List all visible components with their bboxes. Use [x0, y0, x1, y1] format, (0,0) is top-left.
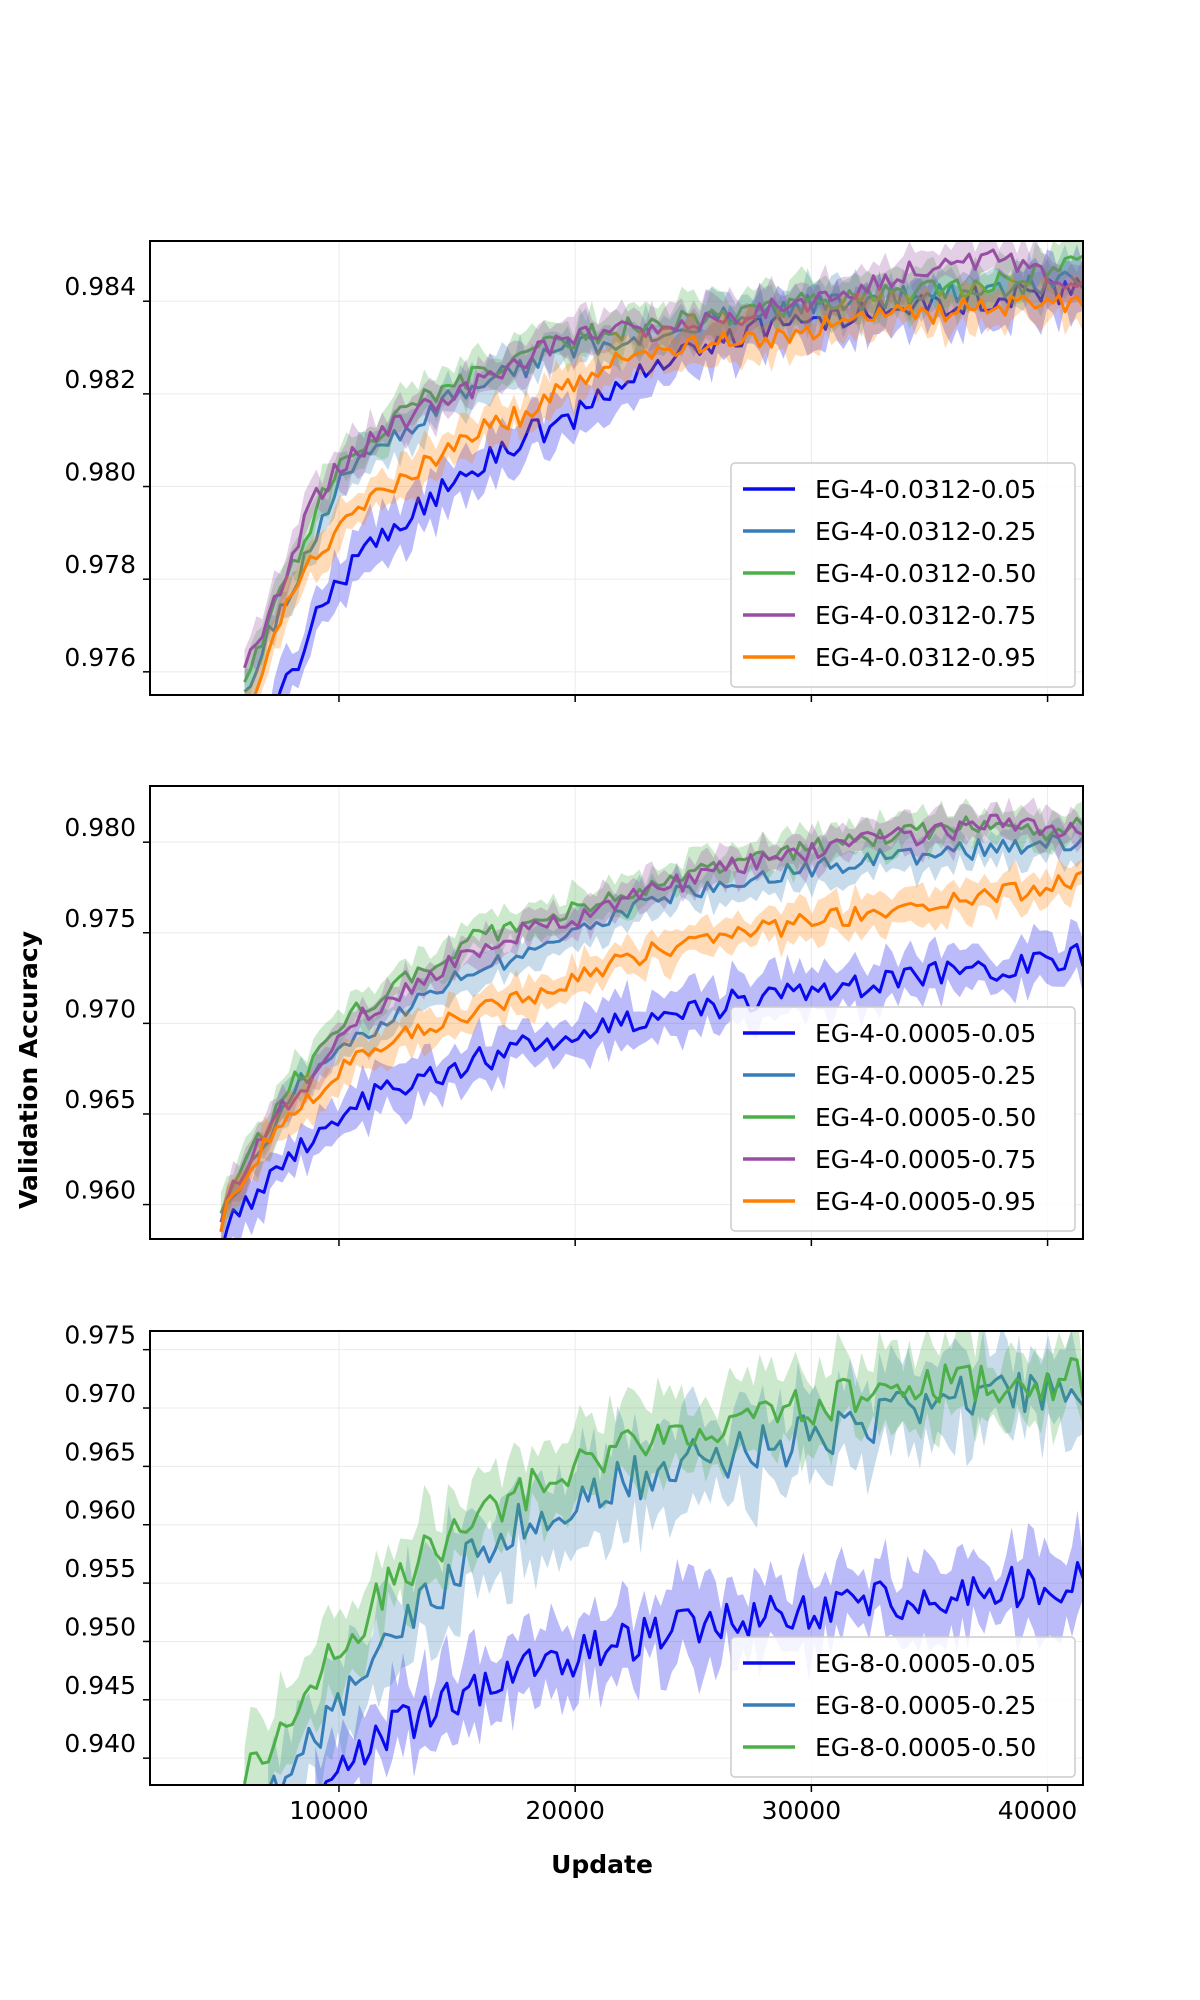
series-band [244, 241, 1083, 695]
legend-label: EG-4-0.0312-0.50 [815, 559, 1036, 588]
y-tick-label: 0.982 [64, 365, 136, 394]
legend-label: EG-4-0.0005-0.05 [815, 1019, 1036, 1048]
series-line [219, 870, 1083, 1232]
series-line [268, 1371, 1083, 1785]
x-tick-label: 10000 [289, 1796, 369, 1825]
series-band [268, 1331, 1083, 1785]
legend-box [730, 1006, 1076, 1232]
y-tick-label: 0.945 [64, 1671, 136, 1700]
legend-label: EG-8-0.0005-0.25 [815, 1691, 1036, 1720]
legend: EG-4-0.0005-0.05 EG-4-0.0005-0.25 EG-4-0.0… [730, 1006, 1076, 1232]
legend: EG-8-0.0005-0.05 EG-8-0.0005-0.25 EG-8-0.0… [730, 1636, 1076, 1778]
y-tick-label: 0.960 [64, 1496, 136, 1525]
legend-box [730, 462, 1076, 688]
series-line [219, 813, 1083, 1223]
x-tick-label: 40000 [998, 1796, 1078, 1825]
series-band [220, 815, 1083, 1239]
legend-label: EG-4-0.0005-0.25 [815, 1061, 1036, 1090]
chart-panel-3: 0.940 0.945 0.950 0.955 0.960 0.965 0.970 0.975… [64, 1321, 1084, 1825]
panels: 0.976 0.978 0.980 0.982 0.984 EG-4-0.0312-0.0… [64, 240, 1084, 1825]
series-line [243, 270, 1083, 693]
series-band [244, 241, 1083, 686]
series-group [243, 241, 1083, 695]
legend-label: EG-4-0.0005-0.75 [815, 1145, 1036, 1174]
y-tick-label: 0.978 [64, 550, 136, 579]
series-line [322, 1561, 1083, 1785]
series-band [244, 1331, 1083, 1785]
legend-label: EG-8-0.0005-0.50 [815, 1733, 1036, 1762]
series-band [220, 858, 1083, 1239]
y-tick-label: 0.975 [64, 1321, 136, 1350]
legend-label: EG-4-0.0312-0.25 [815, 517, 1036, 546]
y-tick-label: 0.984 [64, 272, 136, 301]
series-line [219, 833, 1083, 1233]
chart-panel-2: 0.960 0.965 0.970 0.975 0.980 EG-4-0.0005-0.0… [64, 785, 1084, 1246]
y-tick-label: 0.965 [64, 1437, 136, 1466]
series-group [243, 1331, 1083, 1785]
plot-frame [149, 785, 1084, 1240]
series-band [220, 798, 1083, 1235]
y-tick-label: 0.975 [64, 904, 136, 933]
y-tick-label: 0.976 [64, 643, 136, 672]
legend-label: EG-4-0.0312-0.95 [815, 643, 1036, 672]
legend-label: EG-4-0.0005-0.95 [815, 1187, 1036, 1216]
y-tick-label: 0.980 [64, 813, 136, 842]
legend-label: EG-4-0.0312-0.05 [815, 475, 1036, 504]
legend-label: EG-4-0.0005-0.50 [815, 1103, 1036, 1132]
series-line [243, 248, 1083, 669]
y-tick-label: 0.950 [64, 1612, 136, 1641]
series-band [244, 271, 1083, 695]
plot-frame [149, 1330, 1084, 1786]
y-tick-label: 0.940 [64, 1729, 136, 1758]
legend: EG-4-0.0312-0.05 EG-4-0.0312-0.25 EG-4-0.0… [730, 462, 1076, 688]
y-tick-label: 0.970 [64, 994, 136, 1023]
legend-box [730, 1636, 1076, 1778]
x-tick-label: 20000 [525, 1796, 605, 1825]
series-group [219, 797, 1083, 1239]
x-axis-label: Update [551, 1850, 653, 1879]
y-tick-label: 0.965 [64, 1085, 136, 1114]
y-axis-label: Validation Accuracy [14, 931, 43, 1209]
plot-frame [149, 240, 1084, 696]
y-tick-label: 0.970 [64, 1379, 136, 1408]
legend-label: EG-8-0.0005-0.05 [815, 1649, 1036, 1678]
series-line [277, 277, 1083, 695]
y-tick-label: 0.980 [64, 458, 136, 487]
series-line [253, 293, 1083, 695]
series-line [243, 1357, 1083, 1785]
x-tick-label: 30000 [762, 1796, 842, 1825]
y-tick-label: 0.960 [64, 1176, 136, 1205]
series-band [315, 1510, 1083, 1785]
series-line [223, 943, 1083, 1239]
y-tick-label: 0.955 [64, 1554, 136, 1583]
legend-label: EG-4-0.0312-0.75 [815, 601, 1036, 630]
series-band [220, 918, 1083, 1239]
chart-panel-1: 0.976 0.978 0.980 0.982 0.984 EG-4-0.0312-0.0… [64, 240, 1084, 702]
